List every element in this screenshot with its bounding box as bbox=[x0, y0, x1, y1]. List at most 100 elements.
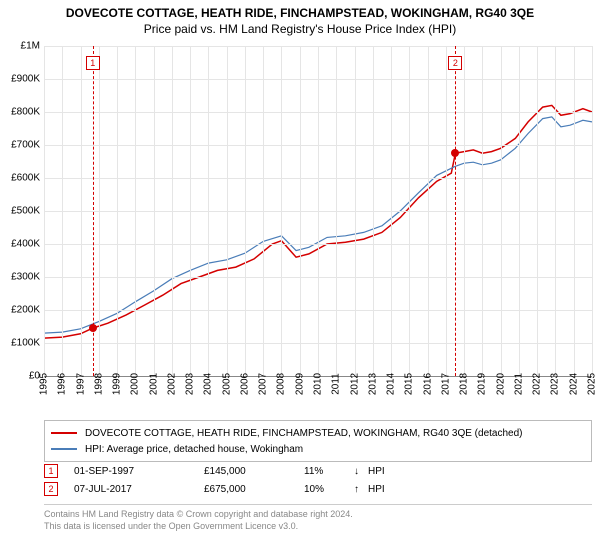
x-tick-label: 2024 bbox=[568, 373, 579, 395]
gridline-v bbox=[117, 46, 118, 376]
x-tick-label: 1996 bbox=[57, 373, 68, 395]
gridline-v bbox=[555, 46, 556, 376]
legend-swatch bbox=[51, 448, 77, 450]
gridline-v bbox=[574, 46, 575, 376]
gridline-v bbox=[355, 46, 356, 376]
y-tick-label: £0 bbox=[0, 371, 40, 382]
gridline-v bbox=[409, 46, 410, 376]
plot-area: 12 bbox=[44, 46, 592, 376]
x-tick-label: 2019 bbox=[477, 373, 488, 395]
gridline-v bbox=[190, 46, 191, 376]
sales-row: 207-JUL-2017£675,00010%↑HPI bbox=[44, 480, 592, 498]
x-tick-label: 2014 bbox=[386, 373, 397, 395]
sale-point bbox=[89, 324, 97, 332]
x-tick-label: 2025 bbox=[587, 373, 598, 395]
x-tick-label: 2008 bbox=[276, 373, 287, 395]
x-tick-label: 1999 bbox=[112, 373, 123, 395]
gridline-v bbox=[501, 46, 502, 376]
sale-marker-box: 2 bbox=[448, 56, 462, 70]
y-tick-label: £400K bbox=[0, 239, 40, 250]
y-tick-label: £700K bbox=[0, 140, 40, 151]
sales-row-hpi-label: HPI bbox=[368, 466, 385, 477]
sales-row-pct: 10% bbox=[304, 484, 354, 495]
sale-marker-box: 1 bbox=[86, 56, 100, 70]
x-tick-label: 2018 bbox=[459, 373, 470, 395]
x-tick-label: 2013 bbox=[367, 373, 378, 395]
x-tick-label: 2004 bbox=[203, 373, 214, 395]
sales-row-price: £675,000 bbox=[204, 484, 304, 495]
y-tick-label: £100K bbox=[0, 338, 40, 349]
y-tick-label: £800K bbox=[0, 107, 40, 118]
x-tick-label: 2003 bbox=[185, 373, 196, 395]
x-tick-label: 2017 bbox=[440, 373, 451, 395]
gridline-v bbox=[154, 46, 155, 376]
x-tick-label: 2016 bbox=[422, 373, 433, 395]
x-tick-label: 2002 bbox=[166, 373, 177, 395]
x-tick-label: 2007 bbox=[258, 373, 269, 395]
gridline-v bbox=[537, 46, 538, 376]
legend-swatch bbox=[51, 432, 77, 434]
gridline-v bbox=[135, 46, 136, 376]
y-tick-label: £1M bbox=[0, 41, 40, 52]
legend-label: HPI: Average price, detached house, Woki… bbox=[85, 444, 303, 455]
gridline-v bbox=[281, 46, 282, 376]
x-tick-label: 2000 bbox=[130, 373, 141, 395]
chart-area: £0£100K£200K£300K£400K£500K£600K£700K£80… bbox=[0, 42, 600, 412]
gridline-v bbox=[263, 46, 264, 376]
sales-row-price: £145,000 bbox=[204, 466, 304, 477]
sale-point bbox=[451, 149, 459, 157]
gridline-v bbox=[300, 46, 301, 376]
chart-container: DOVECOTE COTTAGE, HEATH RIDE, FINCHAMPST… bbox=[0, 0, 600, 560]
gridline-v bbox=[391, 46, 392, 376]
legend-row: HPI: Average price, detached house, Woki… bbox=[51, 441, 585, 457]
x-tick-label: 2022 bbox=[532, 373, 543, 395]
gridline-v bbox=[208, 46, 209, 376]
x-tick-label: 1995 bbox=[39, 373, 50, 395]
gridline-v bbox=[227, 46, 228, 376]
gridline-v bbox=[592, 46, 593, 376]
x-tick-label: 1998 bbox=[93, 373, 104, 395]
title-subtitle: Price paid vs. HM Land Registry's House … bbox=[0, 22, 600, 36]
y-tick-label: £200K bbox=[0, 305, 40, 316]
sales-table: 101-SEP-1997£145,00011%↓HPI207-JUL-2017£… bbox=[44, 462, 592, 498]
attribution-line2: This data is licensed under the Open Gov… bbox=[44, 521, 592, 533]
attribution-line1: Contains HM Land Registry data © Crown c… bbox=[44, 509, 592, 521]
gridline-v bbox=[318, 46, 319, 376]
gridline-v bbox=[172, 46, 173, 376]
legend-label: DOVECOTE COTTAGE, HEATH RIDE, FINCHAMPST… bbox=[85, 428, 522, 439]
sales-row-pct: 11% bbox=[304, 466, 354, 477]
x-tick-label: 2012 bbox=[349, 373, 360, 395]
gridline-v bbox=[464, 46, 465, 376]
gridline-v bbox=[446, 46, 447, 376]
gridline-v bbox=[428, 46, 429, 376]
sales-row-arrow-icon: ↓ bbox=[354, 466, 368, 477]
sales-row-hpi-label: HPI bbox=[368, 484, 385, 495]
gridline-v bbox=[99, 46, 100, 376]
gridline-v bbox=[62, 46, 63, 376]
gridline-v bbox=[519, 46, 520, 376]
sales-row-arrow-icon: ↑ bbox=[354, 484, 368, 495]
gridline-v bbox=[81, 46, 82, 376]
sale-marker-line bbox=[455, 46, 456, 376]
x-tick-label: 2010 bbox=[313, 373, 324, 395]
x-tick-label: 2011 bbox=[331, 373, 342, 395]
attribution-text: Contains HM Land Registry data © Crown c… bbox=[44, 504, 592, 532]
gridline-v bbox=[373, 46, 374, 376]
x-tick-label: 2001 bbox=[148, 373, 159, 395]
y-tick-label: £900K bbox=[0, 74, 40, 85]
x-tick-label: 2020 bbox=[495, 373, 506, 395]
sales-row-marker: 1 bbox=[44, 464, 58, 478]
y-tick-label: £500K bbox=[0, 206, 40, 217]
legend-row: DOVECOTE COTTAGE, HEATH RIDE, FINCHAMPST… bbox=[51, 425, 585, 441]
gridline-v bbox=[245, 46, 246, 376]
x-tick-label: 1997 bbox=[75, 373, 86, 395]
x-tick-label: 2006 bbox=[239, 373, 250, 395]
gridline-v bbox=[482, 46, 483, 376]
title-address: DOVECOTE COTTAGE, HEATH RIDE, FINCHAMPST… bbox=[0, 6, 600, 20]
sales-row-date: 07-JUL-2017 bbox=[74, 484, 204, 495]
y-tick-label: £300K bbox=[0, 272, 40, 283]
x-tick-label: 2015 bbox=[404, 373, 415, 395]
sales-row-date: 01-SEP-1997 bbox=[74, 466, 204, 477]
sales-row: 1 01-SEP-1997£145,00011%↓HPI bbox=[44, 462, 592, 480]
legend-box: DOVECOTE COTTAGE, HEATH RIDE, FINCHAMPST… bbox=[44, 420, 592, 462]
